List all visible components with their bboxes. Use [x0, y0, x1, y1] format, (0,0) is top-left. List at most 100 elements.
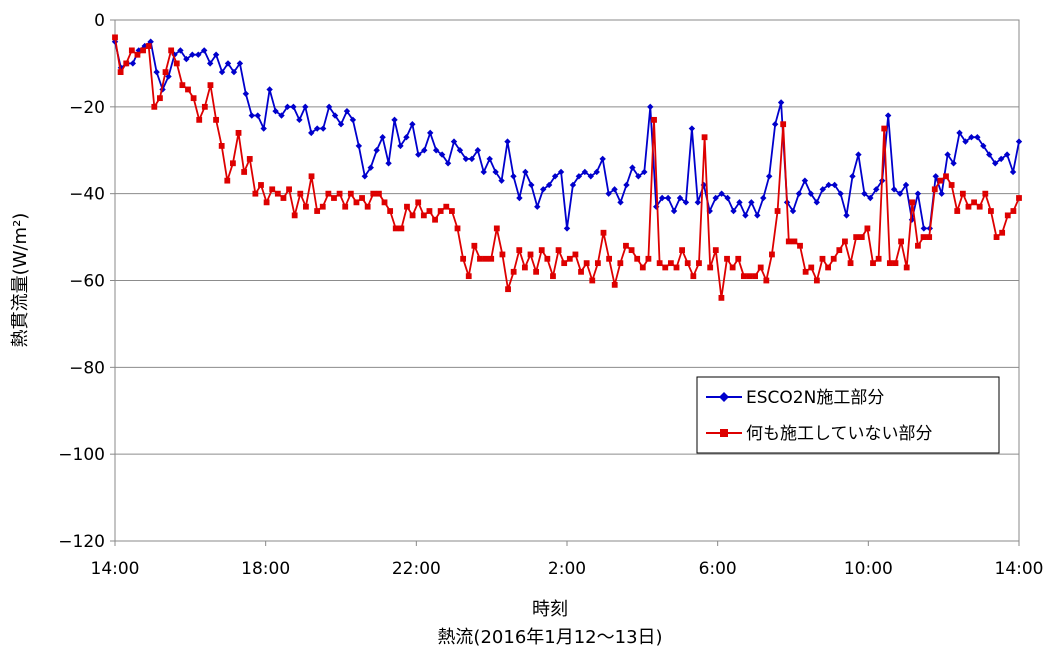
data-point [752, 273, 758, 280]
data-point [218, 68, 226, 76]
data-point [575, 173, 583, 180]
data-point [992, 160, 999, 167]
data-point [555, 247, 562, 254]
data-point [771, 121, 779, 128]
data-point [976, 203, 983, 210]
data-point [813, 199, 820, 206]
data-point [956, 129, 963, 137]
data-point [795, 190, 803, 197]
x-tick-label: 18:00 [241, 559, 290, 579]
x-tick-label: 6:00 [699, 559, 737, 579]
data-point [670, 207, 678, 215]
data-point [909, 199, 916, 206]
data-point [881, 125, 888, 132]
series-0 [111, 38, 1023, 232]
data-point [746, 273, 753, 280]
data-point [724, 255, 730, 262]
data-point [611, 186, 618, 193]
data-point [903, 264, 910, 271]
data-point [145, 43, 152, 49]
data-point [763, 277, 770, 284]
data-point [129, 60, 137, 67]
data-point [760, 194, 767, 202]
data-point [510, 268, 517, 275]
data-point [712, 247, 719, 254]
data-point [679, 247, 686, 254]
data-point [853, 234, 860, 240]
data-point [842, 238, 848, 245]
data-point [302, 103, 309, 111]
data-point [297, 190, 304, 197]
data-point [493, 225, 500, 232]
data-point [965, 203, 972, 210]
data-point [664, 194, 672, 202]
data-point [140, 47, 146, 54]
data-point [1009, 168, 1017, 176]
data-point [456, 147, 464, 154]
data-point [522, 168, 529, 176]
data-point [404, 203, 410, 210]
data-point [920, 234, 927, 240]
data-point [443, 203, 450, 210]
data-point [634, 255, 641, 262]
data-point [819, 255, 826, 262]
data-point [337, 121, 345, 128]
data-point [569, 181, 577, 189]
data-point [875, 255, 882, 262]
data-point [448, 208, 455, 214]
data-point [272, 107, 279, 115]
data-point [409, 212, 416, 219]
data-point [488, 255, 495, 262]
data-point [662, 264, 669, 271]
data-point [427, 129, 434, 137]
data-point [527, 251, 534, 258]
data-point [432, 216, 438, 223]
data-point [656, 260, 663, 267]
data-point [218, 143, 225, 149]
data-point [236, 60, 244, 67]
legend-label-esco: ESCO2N施工部分 [746, 388, 884, 408]
data-point [415, 151, 422, 158]
data-point [707, 264, 714, 271]
data-point [968, 134, 975, 141]
data-point [938, 190, 945, 197]
data-point [540, 186, 547, 193]
data-point [583, 260, 590, 267]
data-point [235, 129, 242, 136]
data-point [915, 242, 921, 249]
data-point [162, 69, 169, 75]
data-point [454, 225, 461, 232]
data-point [212, 51, 220, 58]
data-point [736, 199, 743, 206]
x-tick-label: 14:00 [91, 559, 140, 579]
data-point [563, 225, 571, 232]
data-point [331, 112, 339, 119]
data-point [578, 268, 584, 275]
data-point [480, 168, 487, 176]
data-point [757, 264, 764, 271]
data-point [505, 286, 511, 293]
data-point [623, 242, 629, 249]
data-point [347, 190, 354, 197]
data-point [397, 142, 404, 150]
data-point [314, 208, 321, 214]
data-point [581, 168, 589, 176]
data-point [718, 294, 725, 301]
data-point [653, 203, 660, 210]
data-point [280, 195, 287, 201]
data-point [308, 173, 315, 180]
data-point [849, 173, 856, 180]
data-point [886, 260, 893, 267]
data-point [1004, 212, 1011, 219]
legend: ESCO2N施工部分 何も施工していない部分 [696, 376, 1000, 454]
data-point [290, 103, 297, 111]
data-point [387, 208, 394, 214]
data-point [278, 112, 285, 119]
data-point [651, 116, 657, 123]
data-point [415, 199, 422, 206]
data-point [808, 264, 815, 271]
data-point [962, 138, 969, 145]
data-point [544, 255, 551, 262]
data-point [398, 225, 405, 232]
